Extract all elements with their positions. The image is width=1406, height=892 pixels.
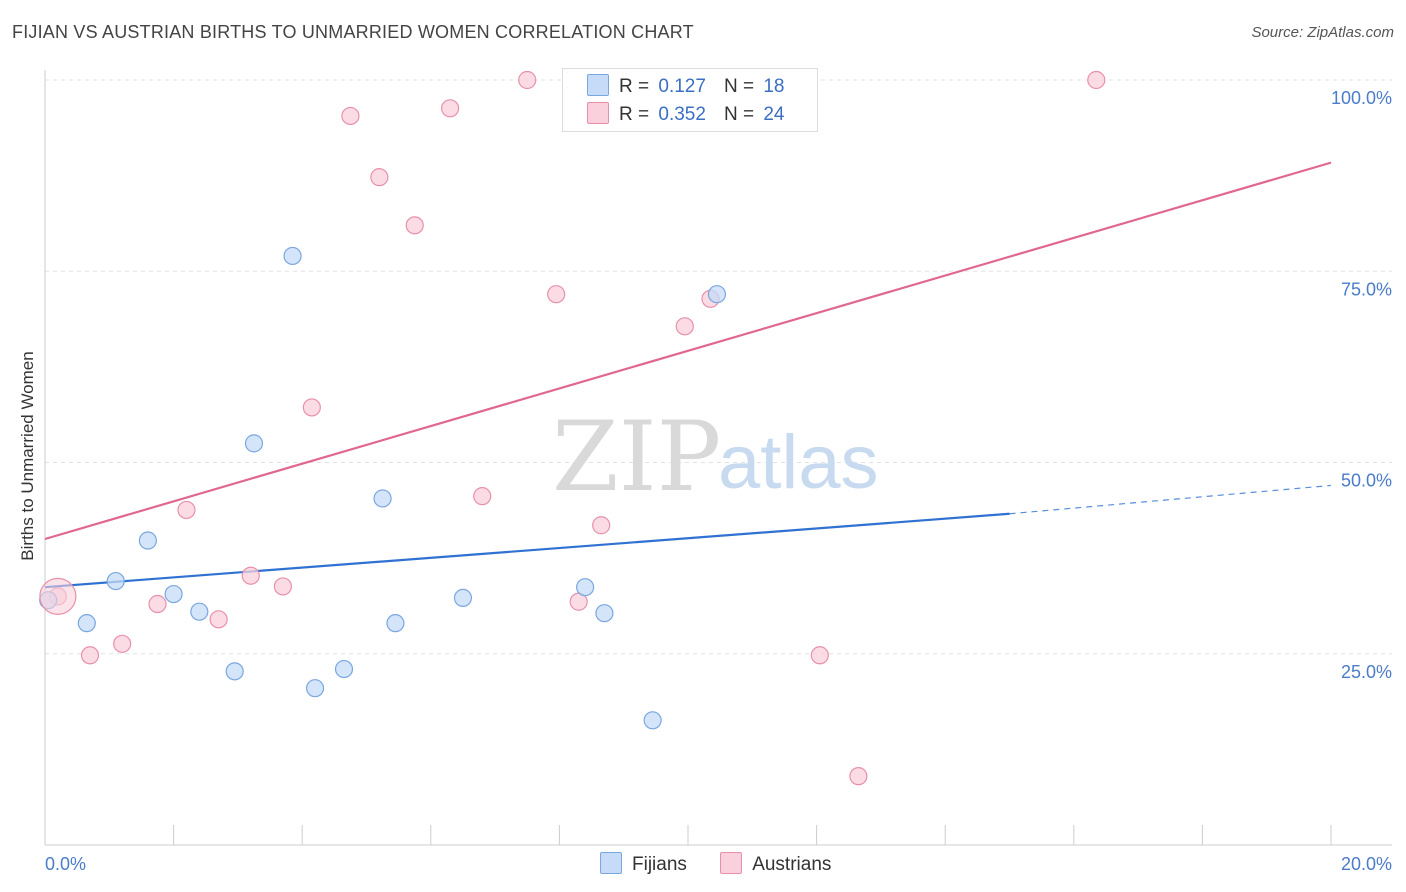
fijians-point [707,285,727,304]
fijians-point [164,584,183,604]
fijians-point [373,489,392,508]
austrians-point [849,767,868,786]
fijians-legend-label: Fijians [632,854,687,875]
series-legend: Fijians Austrians [600,852,859,876]
r-label: R = [619,104,650,125]
fijians-r-value: 0.127 [658,76,706,97]
y-tick-label: 25.0% [1341,662,1392,682]
legend-row-fijians: R = 0.127 N = 18 [587,74,784,98]
austrians-r-value: 0.352 [658,104,706,125]
chart-title: FIJIAN VS AUSTRIAN BIRTHS TO UNMARRIED W… [12,22,694,42]
data-points [39,70,1106,786]
austrians-point [405,216,424,235]
austrians-trend-line [44,161,1332,541]
fijians-point [77,614,96,633]
fijians-point [334,659,354,679]
austrians-legend-swatch [720,852,743,874]
austrians-point [302,398,321,417]
austrians-point-large [39,577,77,615]
source-label: Source: ZipAtlas.com [1251,24,1394,41]
fijians-swatch [587,74,609,96]
austrians-point [1087,70,1106,90]
legend-item-fijians[interactable]: Fijians [600,852,687,876]
austrians-point [177,500,196,520]
austrians-swatch [587,102,609,124]
austrians-point [370,168,389,187]
stats-legend: R = 0.127 N = 18 R = 0.352 N = 24 [562,68,818,132]
watermark-atlas: atlas [718,420,879,505]
fijians-point [190,602,209,621]
y-tick-label: 75.0% [1341,279,1392,299]
austrians-point [547,285,566,304]
austrians-point [209,610,228,629]
fijians-point [595,604,614,623]
fijians-point [138,531,157,550]
y-tick-label: 100.0% [1331,88,1392,108]
fijians-n-value: 18 [763,76,785,97]
austrians-point [810,646,829,665]
austrians-n-value: 24 [763,104,785,125]
fijians-trend-line [44,512,1010,589]
fijians-point [453,588,473,608]
austrians-point [113,634,132,653]
austrians-point [341,106,360,126]
x-tick-label: 20.0% [1341,854,1392,874]
fijians-point [643,711,662,730]
fijians-point [576,578,595,597]
austrians-point [273,577,293,596]
austrians-point [473,487,492,506]
austrians-point [148,594,167,614]
austrians-point [518,70,537,90]
austrians-point [80,646,100,665]
austrians-point [592,516,611,535]
fijians-point [106,571,125,591]
n-label: N = [723,104,755,125]
fijians-legend-swatch [600,852,622,874]
austrians-point [440,99,460,118]
austrians-point [675,317,694,336]
fijians-point [244,434,264,453]
fijians-point [386,614,405,633]
fijians-trend-extension [1009,484,1332,515]
axes [44,70,1392,846]
austrians-legend-label: Austrians [752,854,832,875]
legend-row-austrians: R = 0.352 N = 24 [587,102,784,126]
n-label: N = [723,76,755,97]
r-label: R = [619,76,650,97]
trend-lines [44,161,1332,589]
tick-labels: 100.0% 75.0% 50.0% 25.0% 0.0% 20.0% [45,88,1392,874]
fijians-point [225,662,244,681]
fijians-point [283,246,302,266]
watermark-zip: ZIP [552,401,721,513]
legend-item-austrians[interactable]: Austrians [720,852,831,876]
x-tick-label: 0.0% [45,854,86,874]
y-tick-label: 50.0% [1341,471,1392,491]
watermark: ZIP atlas [552,401,879,513]
austrians-point [241,566,260,585]
fijians-point [305,679,325,698]
